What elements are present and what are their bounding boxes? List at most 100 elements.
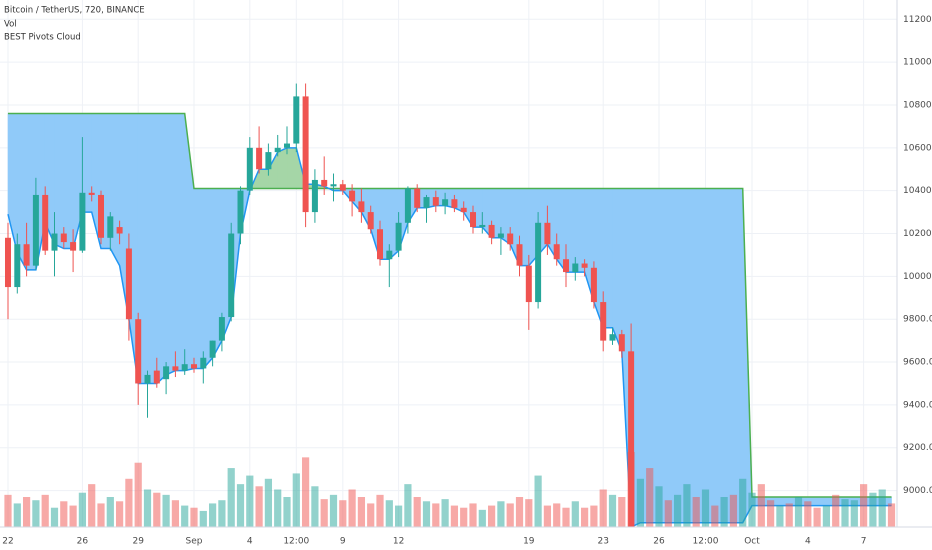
volume-bar bbox=[478, 509, 486, 527]
candle-body bbox=[609, 334, 616, 341]
x-tick-label: 12 bbox=[393, 537, 404, 547]
candle-body bbox=[423, 197, 430, 208]
volume-bar bbox=[729, 494, 738, 527]
cloud-fill bbox=[658, 188, 669, 524]
candle-body bbox=[479, 224, 486, 228]
cloud-fill bbox=[668, 188, 678, 524]
y-tick-label: 10000.00 bbox=[903, 272, 932, 282]
cloud-fill bbox=[733, 188, 744, 524]
candle-body bbox=[23, 244, 30, 266]
volume-bar bbox=[832, 494, 840, 527]
volume-bar bbox=[878, 489, 886, 527]
volume-bar bbox=[785, 503, 793, 527]
volume-bar bbox=[50, 507, 59, 527]
candle-body bbox=[191, 364, 198, 369]
volume-bar bbox=[794, 497, 803, 527]
candle-body bbox=[209, 340, 216, 358]
candle-body bbox=[237, 190, 244, 234]
candle-body bbox=[349, 190, 356, 202]
axes: 9000.00 9200.00 9400.00 9600.00 9800.00 10000… bbox=[2, 15, 932, 547]
candle-body bbox=[432, 197, 439, 206]
volume-bar bbox=[376, 494, 384, 527]
volume-bar bbox=[581, 507, 589, 527]
y-tick-label: 9600.00 bbox=[903, 358, 932, 368]
candle-body bbox=[339, 184, 346, 191]
candle-body bbox=[311, 179, 318, 213]
volume-bar bbox=[506, 503, 514, 527]
volume-bar bbox=[674, 494, 682, 527]
y-tick-label: 10200.00 bbox=[903, 229, 932, 239]
candle-body bbox=[497, 233, 504, 238]
x-tick-label: 9 bbox=[340, 537, 346, 547]
legend: Bitcoin / TetherUS, 720, BINANCE Vol BES… bbox=[4, 6, 145, 43]
candle-body bbox=[386, 250, 393, 260]
cloud-fill bbox=[695, 188, 706, 524]
candle-body bbox=[572, 263, 579, 273]
cloud-fill bbox=[816, 496, 827, 506]
candle-body bbox=[488, 224, 495, 238]
volume-bar bbox=[97, 503, 105, 527]
x-tick-label: 22 bbox=[2, 537, 13, 547]
cloud-fill bbox=[723, 188, 734, 524]
volume-bar bbox=[618, 497, 626, 527]
volume-bar bbox=[116, 501, 124, 527]
volume-bar bbox=[571, 501, 579, 527]
candle-body bbox=[590, 267, 597, 303]
volume-bar bbox=[255, 486, 263, 527]
candle-body bbox=[172, 366, 179, 371]
candle-body bbox=[70, 242, 77, 251]
volume-bar bbox=[264, 478, 273, 527]
volume-bar bbox=[227, 468, 235, 527]
volume-bar bbox=[4, 494, 12, 527]
x-tick-label: Oct bbox=[744, 537, 760, 547]
x-tick-label: 4 bbox=[805, 537, 811, 547]
volume-bar bbox=[125, 478, 133, 527]
volume-bar bbox=[776, 505, 784, 527]
volume-bar bbox=[590, 505, 598, 527]
volume-bar bbox=[181, 505, 189, 527]
volume-bar bbox=[804, 501, 812, 527]
x-tick-label: 29 bbox=[132, 537, 144, 547]
volume-bar bbox=[646, 468, 654, 527]
volume-bar bbox=[385, 500, 393, 527]
candle-body bbox=[414, 188, 421, 208]
candle-body bbox=[256, 147, 263, 170]
volume-bar bbox=[860, 484, 868, 527]
volume-bar bbox=[441, 499, 449, 527]
candle-body bbox=[274, 147, 281, 153]
candle-body bbox=[42, 194, 49, 251]
indicator-label: BEST Pivots Cloud bbox=[4, 33, 81, 43]
volume-bar bbox=[627, 452, 635, 527]
volume-bar bbox=[488, 505, 496, 527]
y-tick-label: 10400.00 bbox=[903, 186, 932, 196]
volume-bar bbox=[692, 497, 700, 527]
volume-bar bbox=[608, 494, 617, 527]
cloud-fill bbox=[612, 188, 623, 352]
volume-bar bbox=[636, 478, 645, 527]
candle-body bbox=[265, 152, 272, 170]
volume-bar bbox=[348, 489, 356, 527]
volume-bar bbox=[69, 505, 77, 527]
x-tick-label: 23 bbox=[597, 537, 608, 547]
volume-bar bbox=[209, 503, 217, 527]
volume-bar bbox=[22, 497, 31, 527]
volume-bar bbox=[199, 510, 207, 527]
volume-bar bbox=[404, 484, 412, 527]
cloud-fill bbox=[286, 147, 297, 189]
volume-bar bbox=[655, 486, 663, 527]
x-tick-label: 12:00 bbox=[693, 537, 719, 547]
volume-bar bbox=[218, 500, 226, 527]
volume-bar bbox=[515, 497, 524, 527]
candle-body bbox=[442, 199, 449, 206]
y-tick-label: 10600.00 bbox=[903, 143, 932, 153]
candle-body bbox=[218, 317, 225, 341]
volume-bar bbox=[887, 503, 896, 527]
cloud-fill bbox=[258, 168, 269, 189]
candle-body bbox=[60, 233, 67, 243]
volume-bar bbox=[543, 505, 552, 527]
volume-bar bbox=[339, 500, 347, 527]
volume-bar bbox=[190, 507, 198, 527]
cloud-fill bbox=[686, 188, 697, 524]
x-tick-label: 12:00 bbox=[283, 537, 309, 547]
